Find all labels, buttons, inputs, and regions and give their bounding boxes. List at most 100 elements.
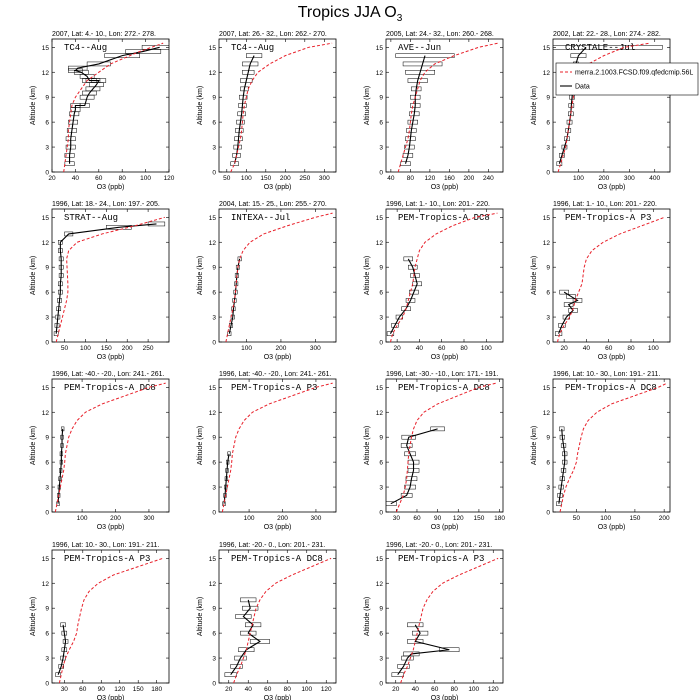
campaign-label: PEM-Tropics-A P3 <box>231 383 317 393</box>
subplot-header: 1996, Lat: 1.- 10., Lon: 201.- 220. <box>553 201 657 208</box>
y-tick-label: 6 <box>45 460 49 467</box>
model-line <box>233 557 332 683</box>
y-tick-label: 3 <box>546 145 550 152</box>
model-line <box>63 42 164 172</box>
y-tick-label: 15 <box>209 385 217 392</box>
subplot-header: 1996, Lat: 10.- 30., Lon: 191.- 211. <box>553 371 660 378</box>
obs-line <box>230 599 261 676</box>
y-axis-label: Altitude (km) <box>30 256 37 295</box>
obs-error-box <box>397 664 410 669</box>
y-tick-label: 6 <box>379 631 383 638</box>
y-tick-label: 6 <box>379 460 383 467</box>
y-tick-label: 3 <box>379 315 383 322</box>
x-tick-label: 300 <box>144 515 155 522</box>
y-tick-label: 12 <box>543 70 551 77</box>
x-tick-label: 50 <box>573 515 581 522</box>
model-line <box>58 557 164 683</box>
x-tick-label: 100 <box>241 175 252 182</box>
subplot-header: 1996, Lat: 18.- 24., Lon: 197.- 205. <box>52 201 160 208</box>
y-tick-label: 6 <box>212 120 216 127</box>
x-tick-label: 30 <box>61 686 69 693</box>
x-tick-label: 100 <box>77 515 88 522</box>
x-tick-label: 100 <box>468 686 479 693</box>
x-tick-label: 120 <box>164 175 175 182</box>
x-tick-label: 40 <box>416 345 424 352</box>
x-tick-label: 100 <box>241 345 252 352</box>
subplot-7: 1996, Lat: 1.- 10., Lon: 201.- 220. PEM-T… <box>364 201 504 361</box>
obs-error-box <box>141 45 169 50</box>
y-tick-label: 9 <box>379 435 383 442</box>
y-tick-label: 12 <box>209 240 217 247</box>
y-tick-label: 3 <box>379 485 383 492</box>
obs-line <box>57 428 64 504</box>
obs-error-box <box>572 298 583 303</box>
y-tick-label: 9 <box>212 265 216 272</box>
model-line <box>221 382 333 512</box>
y-tick-label: 12 <box>209 581 217 588</box>
x-tick-label: 100 <box>301 686 312 693</box>
obs-error-box <box>566 294 576 299</box>
subplot-header: 2007, Lat: 26.- 32., Lon: 262.- 270. <box>219 31 327 38</box>
obs-error-box <box>246 53 263 58</box>
x-tick-label: 60 <box>264 686 272 693</box>
data-layer <box>63 42 169 172</box>
x-axis-label: O3 (ppb) <box>264 695 292 700</box>
y-tick-label: 9 <box>212 435 216 442</box>
x-tick-label: 90 <box>434 515 442 522</box>
obs-error-box <box>235 614 252 619</box>
y-tick-label: 15 <box>209 556 217 563</box>
data-layer <box>55 557 164 683</box>
obs-error-box <box>553 45 663 50</box>
y-tick-label: 6 <box>546 460 550 467</box>
obs-line <box>234 55 255 164</box>
subplot-11: 1996, Lat: -30.- -10., Lon: 171.- 191. PE… <box>364 371 505 531</box>
y-tick-label: 15 <box>543 385 551 392</box>
x-axis-label: O3 (ppb) <box>598 524 626 531</box>
x-axis-label: O3 (ppb) <box>97 695 125 700</box>
data-layer <box>54 382 166 512</box>
subplot-header: 2002, Lat: 22.- 28., Lon: 274.- 282. <box>553 31 661 38</box>
y-tick-label: 9 <box>212 606 216 613</box>
x-tick-label: 250 <box>299 175 310 182</box>
x-tick-label: 50 <box>223 175 231 182</box>
subplot-5: 1996, Lat: 18.- 24., Lon: 197.- 205. STRA… <box>30 201 170 361</box>
y-tick-label: 15 <box>376 385 384 392</box>
subplot-8: 1996, Lat: 1.- 10., Lon: 201.- 220. PEM-T… <box>531 201 671 361</box>
obs-line <box>69 46 160 164</box>
obs-error-box <box>556 161 563 166</box>
campaign-label: PEM-Tropics-A P3 <box>64 554 150 564</box>
y-tick-label: 3 <box>212 145 216 152</box>
x-tick-label: 80 <box>119 175 127 182</box>
y-tick-label: 6 <box>45 290 49 297</box>
subplot-header: 2004, Lat: 15.- 25., Lon: 255.- 270. <box>219 201 327 208</box>
subplot-header: 1996, Lat: -20.- 0., Lon: 201.- 231. <box>219 542 325 549</box>
obs-line <box>390 428 438 505</box>
legend-model-label: merra.2.1003.FCSD.f09.qfedcmip.56L <box>575 70 693 77</box>
y-tick-label: 15 <box>376 215 384 222</box>
y-tick-label: 9 <box>212 95 216 102</box>
y-axis-label: Altitude (km) <box>197 256 204 295</box>
y-tick-label: 3 <box>45 145 49 152</box>
data-layer <box>395 42 499 172</box>
obs-error-box <box>400 493 413 498</box>
x-tick-label: 200 <box>122 345 133 352</box>
obs-error-box <box>240 630 257 636</box>
subplot-1: 2007, Lat: 4.- 10., Lon: 272.- 278. TC4--… <box>30 31 175 191</box>
y-tick-label: 6 <box>45 631 49 638</box>
obs-error-box <box>401 306 411 311</box>
y-tick-label: 3 <box>379 656 383 663</box>
x-tick-label: 300 <box>624 175 635 182</box>
subplot-header: 1996, Lat: -30.- -10., Lon: 171.- 191. <box>386 371 499 378</box>
y-axis-label: Altitude (km) <box>531 426 538 465</box>
subplot-header: 1996, Lat: 1.- 10., Lon: 201.- 220. <box>386 201 490 208</box>
plot-frame <box>218 378 337 513</box>
x-tick-label: 100 <box>573 175 584 182</box>
y-tick-label: 6 <box>379 290 383 297</box>
subplot-10: 1996, Lat: -40.- -20., Lon: 241.- 261. PE… <box>197 371 337 531</box>
legend-data-label: Data <box>575 84 590 91</box>
plot-frame <box>552 38 671 173</box>
subplot-13: 1996, Lat: 10.- 30., Lon: 191.- 211. PEM-… <box>30 542 170 700</box>
y-axis-label: Altitude (km) <box>197 426 204 465</box>
x-tick-label: 20 <box>394 345 402 352</box>
